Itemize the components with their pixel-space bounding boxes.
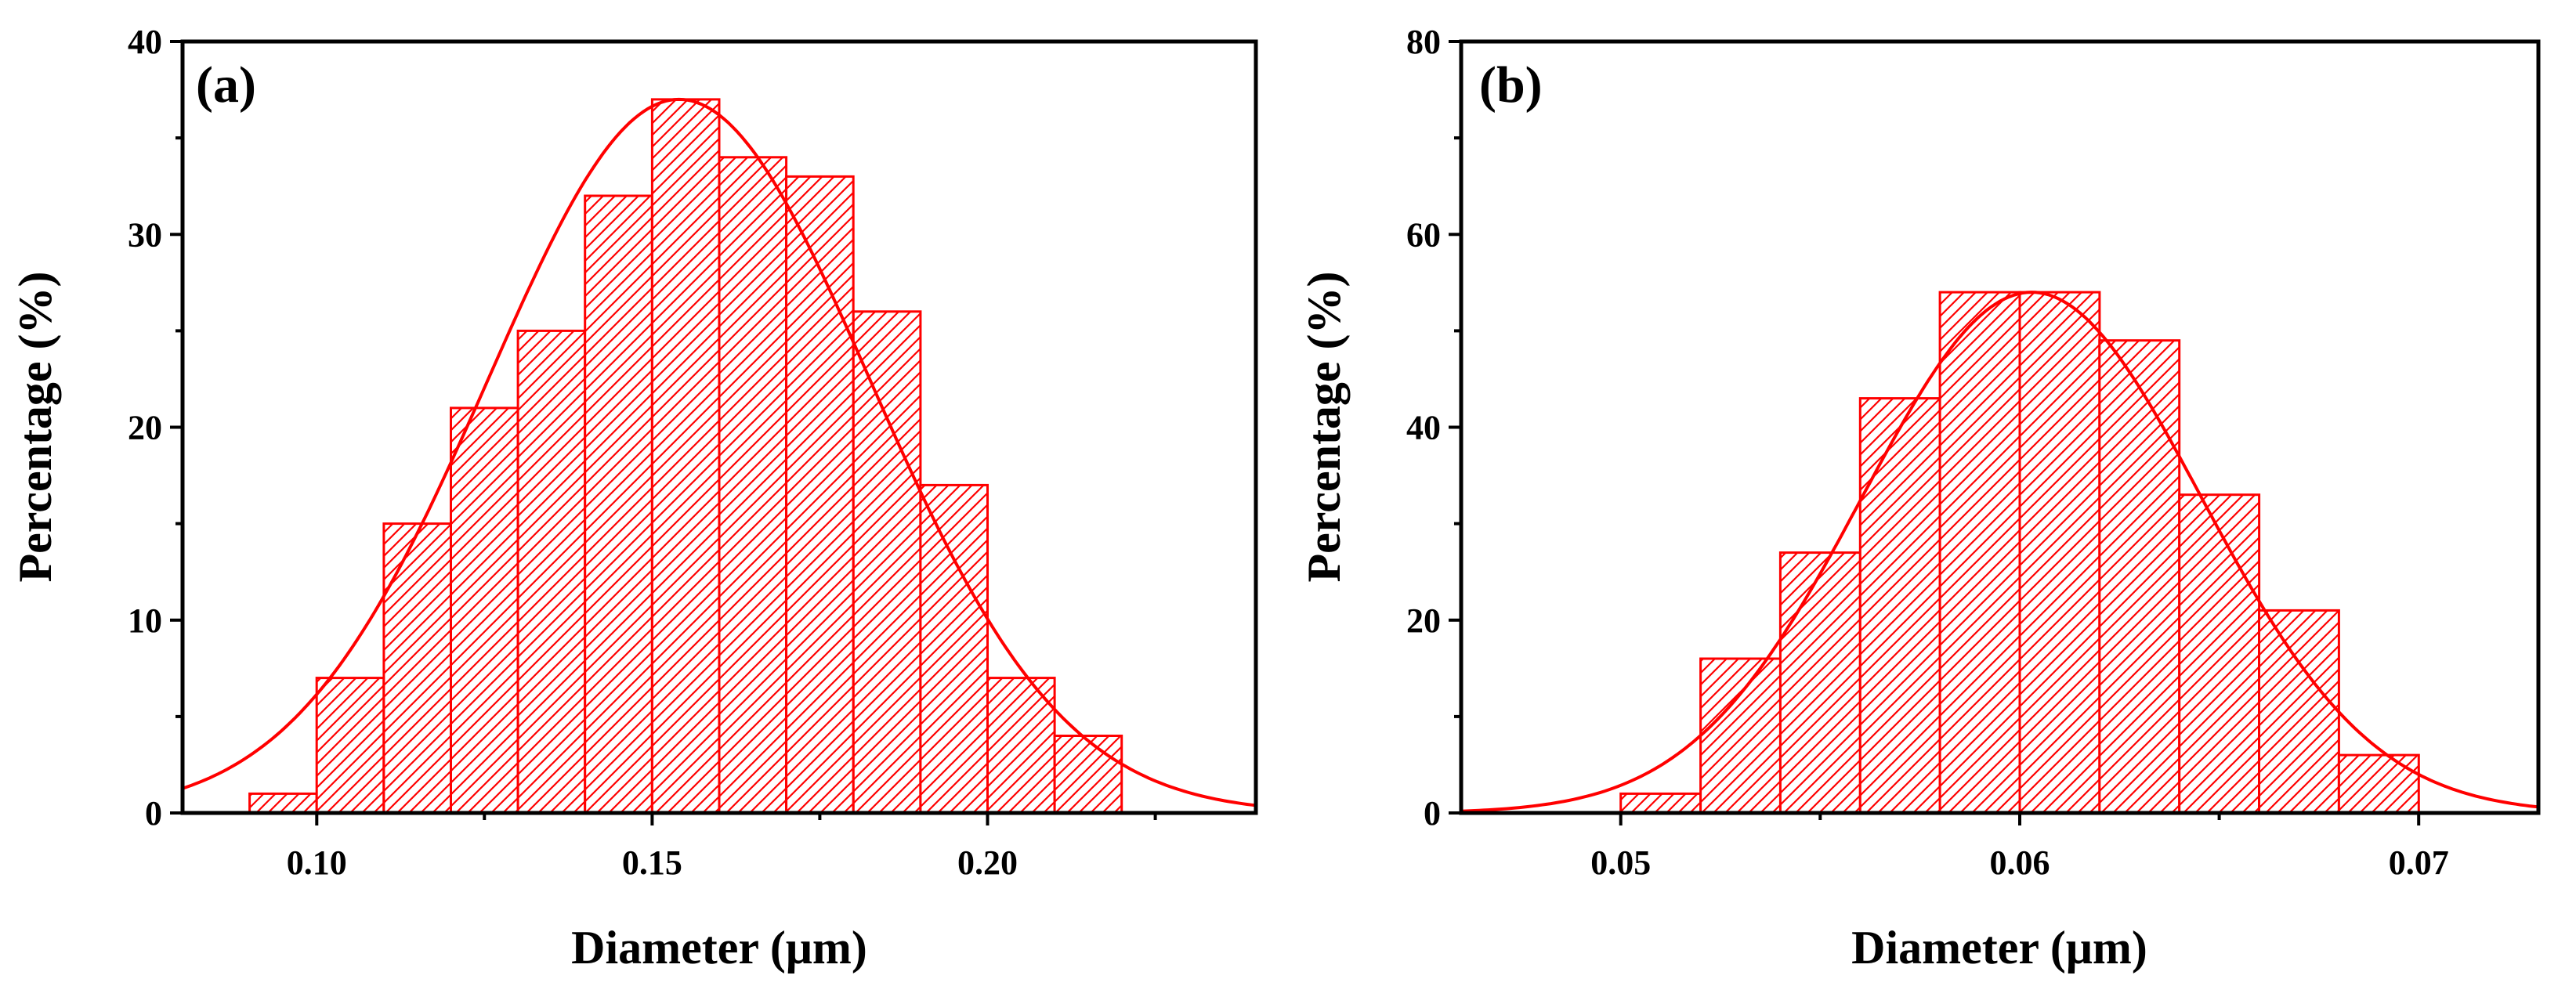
x-axis-a: 0.10 0.15 0.20 — [287, 813, 1157, 882]
histogram-bar-b-6 — [2018, 291, 2101, 815]
y-axis-a: 0 10 20 30 40 — [128, 23, 183, 833]
bar-group-b — [1619, 291, 2420, 815]
histogram-bar-b-10 — [2337, 753, 2420, 815]
histogram-bar-b-7 — [2098, 339, 2181, 815]
gaussian-fit-curve-a — [182, 97, 1257, 807]
histogram-bar-a-10 — [852, 310, 922, 815]
x-tick-label-a-3: 0.20 — [957, 843, 1018, 882]
histogram-bar-a-4 — [450, 406, 519, 815]
y-axis-title-a: Percentage (%) — [9, 271, 61, 582]
x-tick-label-b-2: 0.06 — [1990, 843, 2050, 882]
histogram-bar-b-4 — [1858, 397, 1941, 815]
histogram-bar-b-5 — [1938, 291, 2021, 815]
panel-label-b: (b) — [1479, 56, 1543, 114]
histogram-bar-a-9 — [785, 175, 855, 815]
panel-label-a: (a) — [196, 56, 256, 114]
histogram-bar-a-6 — [584, 194, 653, 815]
y-tick-label-b-5: 80 — [1406, 23, 1441, 61]
x-tick-label-b-3: 0.07 — [2389, 843, 2449, 882]
x-tick-label-a-1: 0.10 — [287, 843, 347, 882]
chart-panel-a: (a) 0.10 0.15 0.20 0 10 20 30 40 Diameter (μm)… — [9, 23, 1258, 974]
x-axis-b: 0.05 0.06 0.07 — [1590, 813, 2449, 882]
x-axis-title-b: Diameter (μm) — [1851, 922, 2147, 974]
x-tick-label-a-2: 0.15 — [622, 843, 682, 882]
histogram-bar-a-5 — [516, 329, 587, 815]
histogram-bar-a-1 — [248, 792, 318, 815]
y-tick-label-a-1: 0 — [145, 794, 162, 833]
histogram-bar-a-3 — [382, 522, 452, 815]
y-tick-label-a-3: 20 — [128, 409, 162, 447]
y-tick-label-b-3: 40 — [1406, 409, 1441, 447]
x-tick-label-b-1: 0.05 — [1590, 843, 1651, 882]
x-axis-title-a: Diameter (μm) — [571, 922, 867, 974]
histogram-bar-a-13 — [1053, 735, 1123, 815]
y-axis-title-b: Percentage (%) — [1298, 271, 1350, 582]
histogram-bar-b-2 — [1699, 657, 1782, 815]
histogram-bar-b-3 — [1778, 551, 1861, 815]
histogram-bar-b-1 — [1619, 792, 1702, 815]
histogram-bar-a-11 — [919, 483, 990, 815]
y-tick-label-a-4: 30 — [128, 215, 162, 254]
y-tick-label-b-4: 60 — [1406, 215, 1441, 254]
histogram-bar-a-7 — [650, 98, 721, 815]
histogram-bar-a-12 — [986, 677, 1056, 815]
histogram-bar-b-9 — [2258, 609, 2340, 815]
y-tick-label-a-5: 40 — [128, 23, 162, 61]
gaussian-fit-curve-b — [1460, 291, 2539, 813]
histogram-bar-b-8 — [2178, 493, 2261, 815]
histogram-bar-a-2 — [315, 677, 385, 815]
y-axis-b: 0 20 40 60 80 — [1406, 23, 1461, 833]
bar-group-a — [248, 98, 1123, 815]
histogram-bar-a-8 — [718, 156, 788, 815]
y-tick-label-b-1: 0 — [1424, 794, 1441, 833]
y-tick-label-a-2: 10 — [128, 601, 162, 640]
chart-panel-b: (b) 0.05 0.06 0.07 0 20 40 60 80 Diameter (μm)… — [1298, 23, 2541, 974]
y-tick-label-b-2: 20 — [1406, 601, 1441, 640]
